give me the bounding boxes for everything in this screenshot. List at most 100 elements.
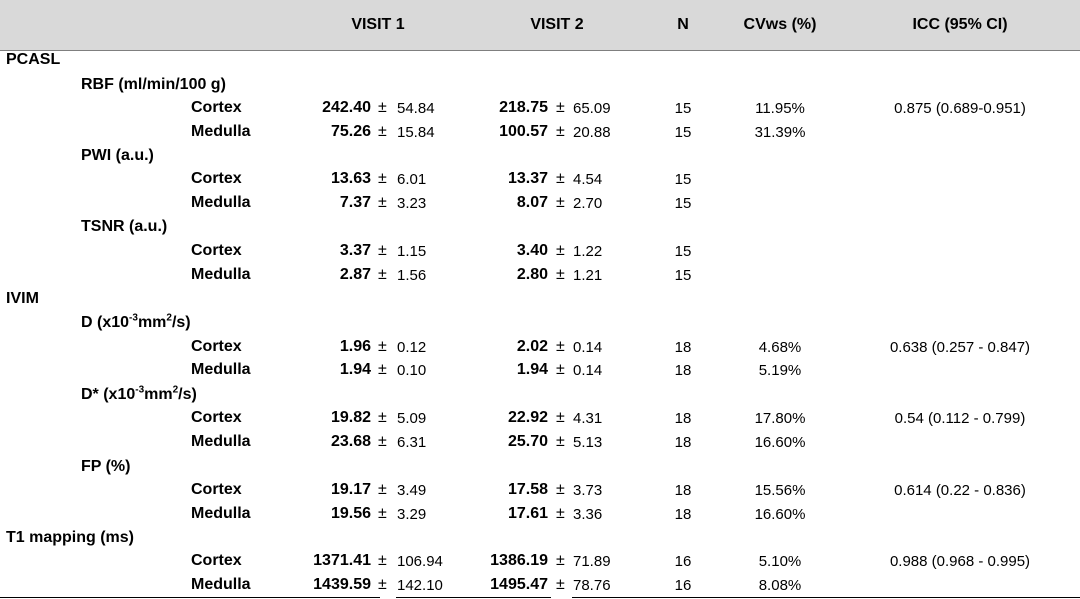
pm-symbol: ± [378,433,387,450]
n-value: 15 [674,243,692,260]
param-d: D (x10-3mm2/s) [81,312,191,331]
visit2-sd: 20.88 [573,124,611,141]
n-value: 15 [674,267,692,284]
row-region: Cortex [191,242,242,259]
pm-symbol: ± [378,242,387,259]
pm-symbol: ± [556,338,565,355]
pm-symbol: ± [378,361,387,378]
header-visit1: VISIT 1 [351,16,405,33]
pm-symbol: ± [556,242,565,259]
visit2-mean: 17.61 [507,505,548,522]
n-value: 16 [674,577,692,594]
table-header: VISIT 1 VISIT 2 N CVws (%) ICC (95% CI) [0,0,1080,51]
visit1-sd: 142.10 [397,577,443,594]
section-pcasl: PCASL [6,51,61,68]
n-value: 18 [674,434,692,451]
row-region: Cortex [191,409,242,426]
visit2-mean: 3.40 [516,242,548,259]
n-value: 15 [674,195,692,212]
visit2-mean: 17.58 [507,481,548,498]
bottom-rule-2 [396,597,551,598]
pm-symbol: ± [556,123,565,140]
cvws-value: 16.60% [754,434,806,451]
pm-symbol: ± [556,576,565,593]
visit2-sd: 5.13 [573,434,603,451]
visit2-mean: 8.07 [516,194,548,211]
icc-value: 0.638 (0.257 - 0.847) [889,339,1031,356]
param-dstar: D* (x10-3mm2/s) [81,384,197,403]
pm-symbol: ± [378,123,387,140]
visit1-sd: 5.09 [397,410,427,427]
row-region: Medulla [191,123,251,140]
cvws-value: 31.39% [754,124,806,141]
pm-symbol: ± [378,576,387,593]
visit1-sd: 15.84 [397,124,435,141]
pm-symbol: ± [378,99,387,116]
row-region: Medulla [191,194,251,211]
header-cvws: CVws (%) [743,16,817,33]
visit1-sd: 1.56 [397,267,427,284]
row-region: Medulla [191,266,251,283]
visit2-sd: 1.21 [573,267,603,284]
visit1-sd: 6.31 [397,434,427,451]
pm-symbol: ± [556,266,565,283]
visit1-mean: 3.37 [339,242,371,259]
section-t1: T1 mapping (ms) [6,529,135,546]
visit1-mean: 1371.41 [313,552,371,569]
visit2-sd: 4.31 [573,410,603,427]
pm-symbol: ± [556,409,565,426]
cvws-value: 8.08% [758,577,802,594]
visit2-sd: 0.14 [573,339,603,356]
pm-symbol: ± [378,481,387,498]
visit2-mean: 2.02 [516,338,548,355]
pm-symbol: ± [556,433,565,450]
visit2-mean: 100.57 [499,123,548,140]
visit1-mean: 75.26 [330,123,371,140]
n-value: 18 [674,482,692,499]
visit1-mean: 7.37 [339,194,371,211]
n-value: 18 [674,410,692,427]
pm-symbol: ± [556,170,565,187]
cvws-value: 11.95% [755,100,805,117]
cvws-value: 17.80% [754,410,806,427]
cvws-value: 5.10% [758,553,802,570]
pm-symbol: ± [378,409,387,426]
visit2-mean: 1.94 [516,361,548,378]
header-visit2: VISIT 2 [530,16,584,33]
visit2-mean: 13.37 [507,170,548,187]
visit2-sd: 3.36 [573,506,603,523]
pm-symbol: ± [378,194,387,211]
param-pwi: PWI (a.u.) [81,147,154,164]
visit2-mean: 22.92 [507,409,548,426]
row-region: Cortex [191,170,242,187]
section-ivim: IVIM [6,290,39,307]
pm-symbol: ± [556,505,565,522]
visit1-sd: 106.94 [397,553,443,570]
n-value: 15 [674,124,692,141]
n-value: 18 [674,506,692,523]
visit1-mean: 1.94 [339,361,371,378]
visit2-mean: 1386.19 [490,552,548,569]
pm-symbol: ± [556,552,565,569]
visit2-mean: 1495.47 [490,576,548,593]
icc-value: 0.54 (0.112 - 0.799) [894,410,1026,427]
visit2-mean: 218.75 [499,99,548,116]
n-value: 15 [674,100,692,117]
visit1-sd: 6.01 [397,171,427,188]
visit2-sd: 65.09 [573,100,611,117]
icc-value: 0.988 (0.968 - 0.995) [889,553,1031,570]
n-value: 16 [674,553,692,570]
visit1-mean: 19.56 [330,505,371,522]
visit2-sd: 1.22 [573,243,603,260]
visit1-sd: 3.29 [397,506,427,523]
n-value: 15 [674,171,692,188]
visit1-mean: 242.40 [322,99,371,116]
row-region: Medulla [191,361,251,378]
pm-symbol: ± [556,194,565,211]
visit1-mean: 2.87 [339,266,371,283]
row-region: Cortex [191,552,242,569]
param-rbf: RBF (ml/min/100 g) [81,76,226,93]
visit2-mean: 25.70 [507,433,548,450]
icc-value: 0.614 (0.22 - 0.836) [894,482,1026,499]
row-region: Cortex [191,338,242,355]
